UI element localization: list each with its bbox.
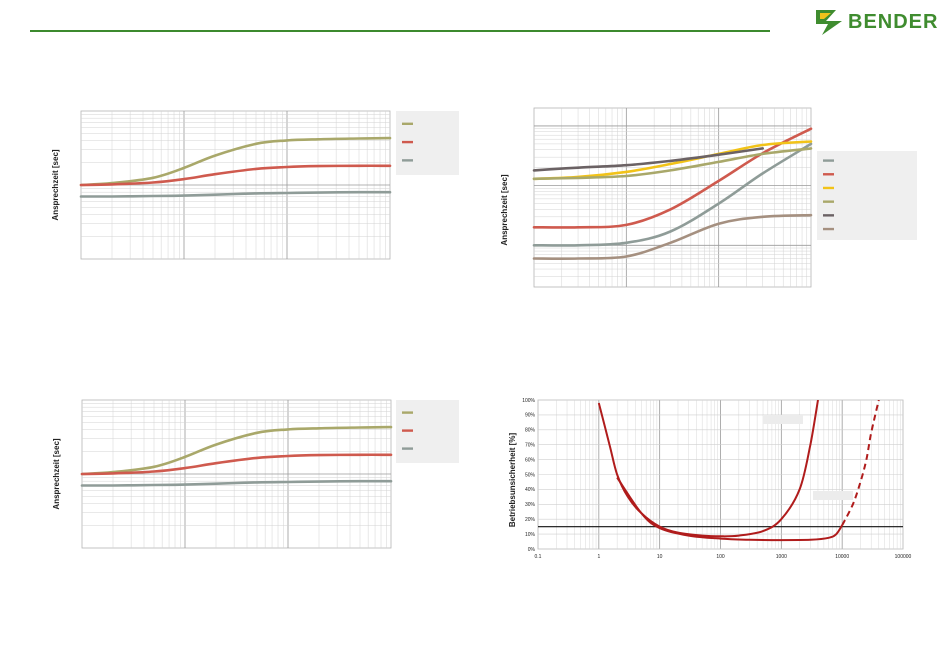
y-tick-label: 90% — [525, 413, 536, 419]
plot-area-1 — [533, 107, 812, 288]
y-axis-label: Betriebsunsicherheit [%] — [508, 433, 517, 528]
series-line-2 — [79, 190, 392, 198]
y-tick-label: 80% — [525, 428, 536, 434]
brand-name: BENDER — [848, 10, 939, 33]
x-tick-label: 1 — [597, 554, 600, 560]
y-tick-label: 40% — [525, 487, 536, 493]
x-tick-label: 10 — [657, 554, 663, 560]
series-line-2 — [80, 479, 393, 487]
series-line-2 — [841, 400, 880, 526]
y-tick-label: 30% — [525, 502, 536, 508]
y-tick-label: 10% — [525, 532, 536, 538]
x-tick-label: 100000 — [895, 554, 912, 560]
series-line-5 — [532, 213, 813, 260]
x-tick-label: 100 — [716, 554, 725, 560]
annotation-box — [813, 491, 853, 500]
y-axis-label: Ansprechzeit [sec] — [52, 438, 61, 509]
x-tick-label: 1000 — [776, 554, 787, 560]
x-tick-label: 0.1 — [535, 554, 542, 560]
y-tick-label: 50% — [525, 472, 536, 478]
y-tick-label: 60% — [525, 457, 536, 463]
x-tick-label: 10000 — [835, 554, 849, 560]
series-line-0 — [79, 136, 392, 187]
series-line-1 — [79, 164, 392, 187]
series-line-1 — [80, 453, 393, 476]
bender-logo-mark-icon — [816, 10, 842, 35]
annotation-box — [763, 415, 803, 424]
series-line-4 — [532, 147, 764, 172]
y-tick-label: 20% — [525, 517, 536, 523]
y-tick-label: 70% — [525, 443, 536, 449]
legend-box — [817, 151, 917, 240]
y-tick-label: 0% — [528, 547, 536, 553]
series-line-0 — [532, 142, 813, 247]
header-rule — [30, 30, 770, 32]
y-axis-label: Ansprechzeit [sec] — [500, 174, 509, 245]
series-line-3 — [532, 147, 813, 181]
bender-logo: BENDER — [814, 6, 938, 38]
y-axis-label: Ansprechzeit [sec] — [51, 149, 60, 220]
y-tick-label: 100% — [522, 398, 535, 404]
series-line-0 — [80, 425, 393, 476]
series-line-1 — [616, 476, 844, 542]
